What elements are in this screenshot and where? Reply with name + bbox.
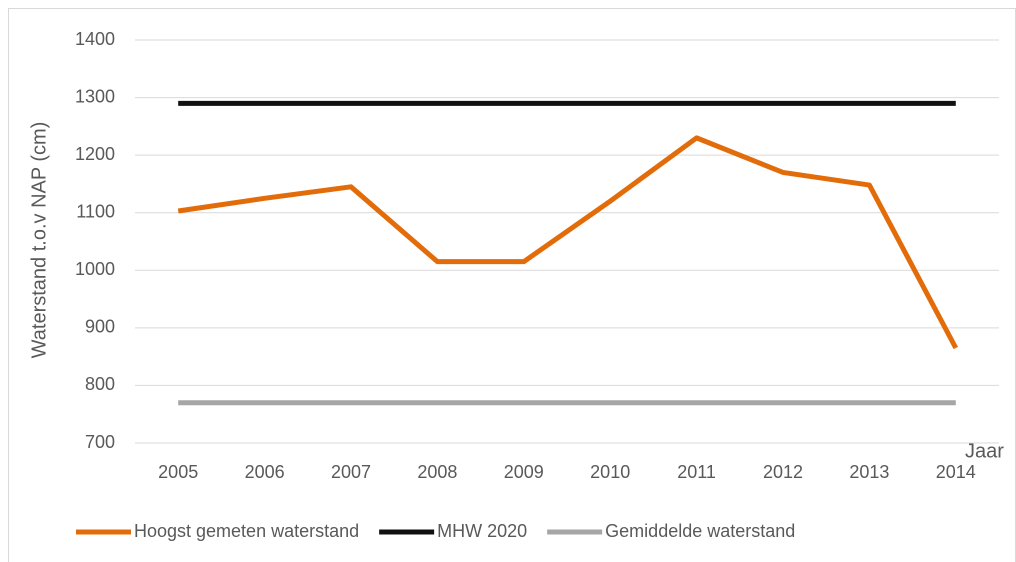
y-tick-label: 1200 [75,144,115,164]
legend-label: Hoogst gemeten waterstand [134,521,359,541]
y-tick-label: 800 [85,374,115,394]
y-tick-label: 1400 [75,29,115,49]
x-tick-label: 2009 [504,462,544,482]
x-tick-label: 2014 [936,462,976,482]
x-tick-label: 2010 [590,462,630,482]
x-tick-label: 2013 [849,462,889,482]
x-tick-label: 2005 [158,462,198,482]
y-tick-label: 1000 [75,259,115,279]
x-tick-label: 2012 [763,462,803,482]
y-axis-label: Waterstand t.o.v NAP (cm) [28,122,50,359]
x-tick-label: 2011 [677,462,716,482]
series-line [177,135,959,350]
y-tick-label: 1300 [75,86,115,106]
x-tick-label: 2006 [245,462,285,482]
x-tick-label: 2007 [331,462,371,482]
legend-label: Gemiddelde waterstand [605,521,795,541]
x-tick-label: 2008 [417,462,457,482]
y-tick-label: 1100 [76,201,115,221]
x-axis-label: Jaar [965,440,1004,462]
y-tick-label: 900 [85,317,115,337]
y-tick-label: 700 [85,432,115,452]
legend-label: MHW 2020 [437,521,527,541]
